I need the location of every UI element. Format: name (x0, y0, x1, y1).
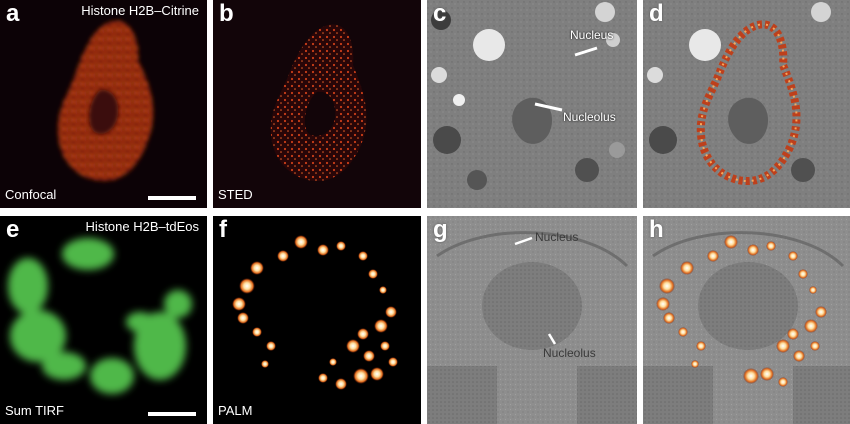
method-label: STED (218, 187, 253, 202)
method-label: PALM (218, 403, 253, 418)
panel-letter: b (219, 0, 234, 27)
panel-b-sted: b STED (213, 0, 421, 208)
panel-letter: h (649, 216, 664, 243)
overlay-image (643, 0, 850, 208)
method-label: Sum TIRF (5, 403, 64, 418)
panel-letter: f (219, 216, 227, 243)
sted-image (270, 24, 367, 182)
palm-image (232, 235, 398, 390)
panel-g-em: g Nucleus Nucleolus (427, 216, 637, 424)
panel-letter: e (6, 216, 20, 243)
panel-e-sum-tirf: e Histone H2B–tdEos Sum TIRF (0, 216, 207, 424)
fluorophore-label: Histone H2B–Citrine (81, 3, 199, 18)
panel-a-confocal: a Histone H2B–Citrine Confocal (0, 0, 207, 208)
panel-d-overlay: d (643, 0, 850, 208)
fluorophore-label: Histone H2B–tdEos (85, 219, 199, 234)
nucleolus-annotation: Nucleolus (543, 346, 596, 360)
panel-letter: d (649, 0, 664, 27)
em-image (427, 0, 637, 208)
tirf-image (8, 238, 192, 394)
scale-bar (148, 412, 196, 416)
nucleus-annotation: Nucleus (570, 28, 614, 42)
panel-h-overlay: h (643, 216, 850, 424)
em-image (427, 216, 637, 424)
panel-letter: g (433, 216, 448, 243)
nucleus-annotation: Nucleus (535, 230, 579, 244)
method-label: Confocal (5, 187, 57, 202)
overlay-image (643, 216, 850, 424)
panel-letter: a (6, 0, 20, 27)
panel-c-em: c Nucleus Nucleolus (427, 0, 637, 208)
confocal-image (57, 20, 154, 181)
panel-f-palm: f PALM (213, 216, 421, 424)
panel-letter: c (433, 0, 447, 27)
nucleolus-annotation: Nucleolus (563, 110, 616, 124)
scale-bar (148, 196, 196, 200)
